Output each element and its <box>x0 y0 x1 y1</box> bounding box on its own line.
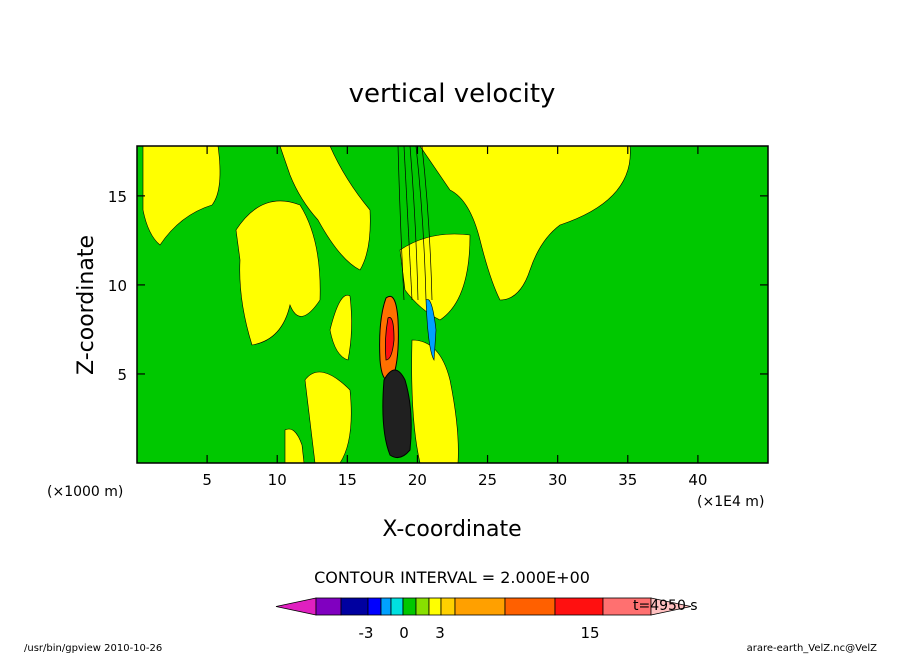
colorbar-tick-label: 0 <box>399 624 409 642</box>
colorbar-segment <box>402 597 417 616</box>
colorbar-segment <box>340 597 369 616</box>
colorbar-segment <box>440 597 456 616</box>
colorbar-tick-label: 15 <box>580 624 599 642</box>
chart-title: vertical velocity <box>349 79 556 109</box>
plot-frame <box>136 145 769 464</box>
colorbar: -3 0 3 15 <box>275 597 692 642</box>
x-tick-label: 15 <box>338 471 357 489</box>
axis-ticks: 5 10 15 20 25 30 35 40 5 10 15 <box>108 146 768 489</box>
weak-downdraft <box>425 299 437 361</box>
colorbar-segment <box>380 597 392 616</box>
x-axis-title: X-coordinate <box>382 517 521 542</box>
x-tick-label: 20 <box>408 471 427 489</box>
x-units-right: (×1E4 m) <box>697 494 764 510</box>
colorbar-segment <box>390 597 404 616</box>
footer-left: /usr/bin/gpview 2010-10-26 <box>24 643 162 654</box>
x-units-left: (×1000 m) <box>47 484 123 500</box>
colorbar-tick-label: -3 <box>359 624 374 642</box>
x-tick-label: 35 <box>618 471 637 489</box>
y-axis-title: Z-coordinate <box>74 235 99 375</box>
colorbar-segment <box>415 597 430 616</box>
updraft-peak <box>384 317 395 361</box>
x-tick-label: 5 <box>202 471 212 489</box>
contour-interval-text: CONTOUR INTERVAL = 2.000E+00 <box>314 568 590 587</box>
colorbar-segment <box>650 597 692 616</box>
x-tick-label: 40 <box>688 471 707 489</box>
x-tick-label: 10 <box>268 471 287 489</box>
colorbar-segment <box>504 597 556 616</box>
positive-contours <box>142 145 631 464</box>
colorbar-segment <box>367 597 382 616</box>
colorbar-segment <box>554 597 604 616</box>
x-tick-label: 30 <box>548 471 567 489</box>
downdraft-region <box>382 369 412 459</box>
time-label: t=4950 s <box>633 598 698 614</box>
colorbar-tick-label: 3 <box>435 624 445 642</box>
footer-right: arare-earth_VelZ.nc@VelZ <box>747 643 878 654</box>
y-tick-label: 5 <box>117 366 127 384</box>
y-tick-label: 10 <box>108 277 127 295</box>
contour-lines <box>397 145 433 301</box>
x-tick-label: 25 <box>478 471 497 489</box>
colorbar-segment <box>275 597 317 616</box>
colorbar-segment <box>428 597 442 616</box>
colorbar-segment <box>454 597 506 616</box>
y-tick-label: 15 <box>108 188 127 206</box>
plot-area: 5 10 15 20 25 30 35 40 5 10 15 <box>108 145 769 489</box>
colorbar-segment <box>315 597 342 616</box>
